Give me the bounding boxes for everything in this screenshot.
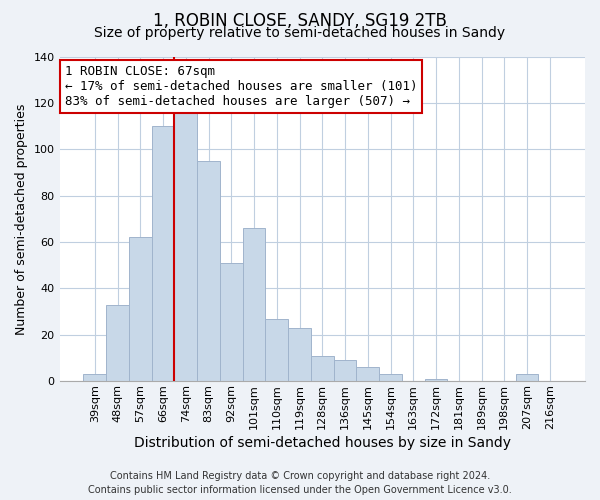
Bar [106, 304, 129, 382]
X-axis label: Distribution of semi-detached houses by size in Sandy: Distribution of semi-detached houses by … [134, 436, 511, 450]
Bar [175, 72, 197, 382]
Bar [356, 368, 379, 382]
Bar [197, 161, 220, 382]
Text: 1, ROBIN CLOSE, SANDY, SG19 2TB: 1, ROBIN CLOSE, SANDY, SG19 2TB [153, 12, 447, 30]
Text: 1 ROBIN CLOSE: 67sqm
← 17% of semi-detached houses are smaller (101)
83% of semi: 1 ROBIN CLOSE: 67sqm ← 17% of semi-detac… [65, 64, 417, 108]
Text: Contains HM Land Registry data © Crown copyright and database right 2024.
Contai: Contains HM Land Registry data © Crown c… [88, 471, 512, 495]
Bar [242, 228, 265, 382]
Bar [288, 328, 311, 382]
Bar [265, 318, 288, 382]
Bar [220, 263, 242, 382]
Bar [152, 126, 175, 382]
Bar [129, 238, 152, 382]
Bar [311, 356, 334, 382]
Y-axis label: Number of semi-detached properties: Number of semi-detached properties [15, 103, 28, 334]
Bar [83, 374, 106, 382]
Bar [425, 379, 448, 382]
Text: Size of property relative to semi-detached houses in Sandy: Size of property relative to semi-detach… [94, 26, 506, 40]
Bar [379, 374, 402, 382]
Bar [515, 374, 538, 382]
Bar [334, 360, 356, 382]
